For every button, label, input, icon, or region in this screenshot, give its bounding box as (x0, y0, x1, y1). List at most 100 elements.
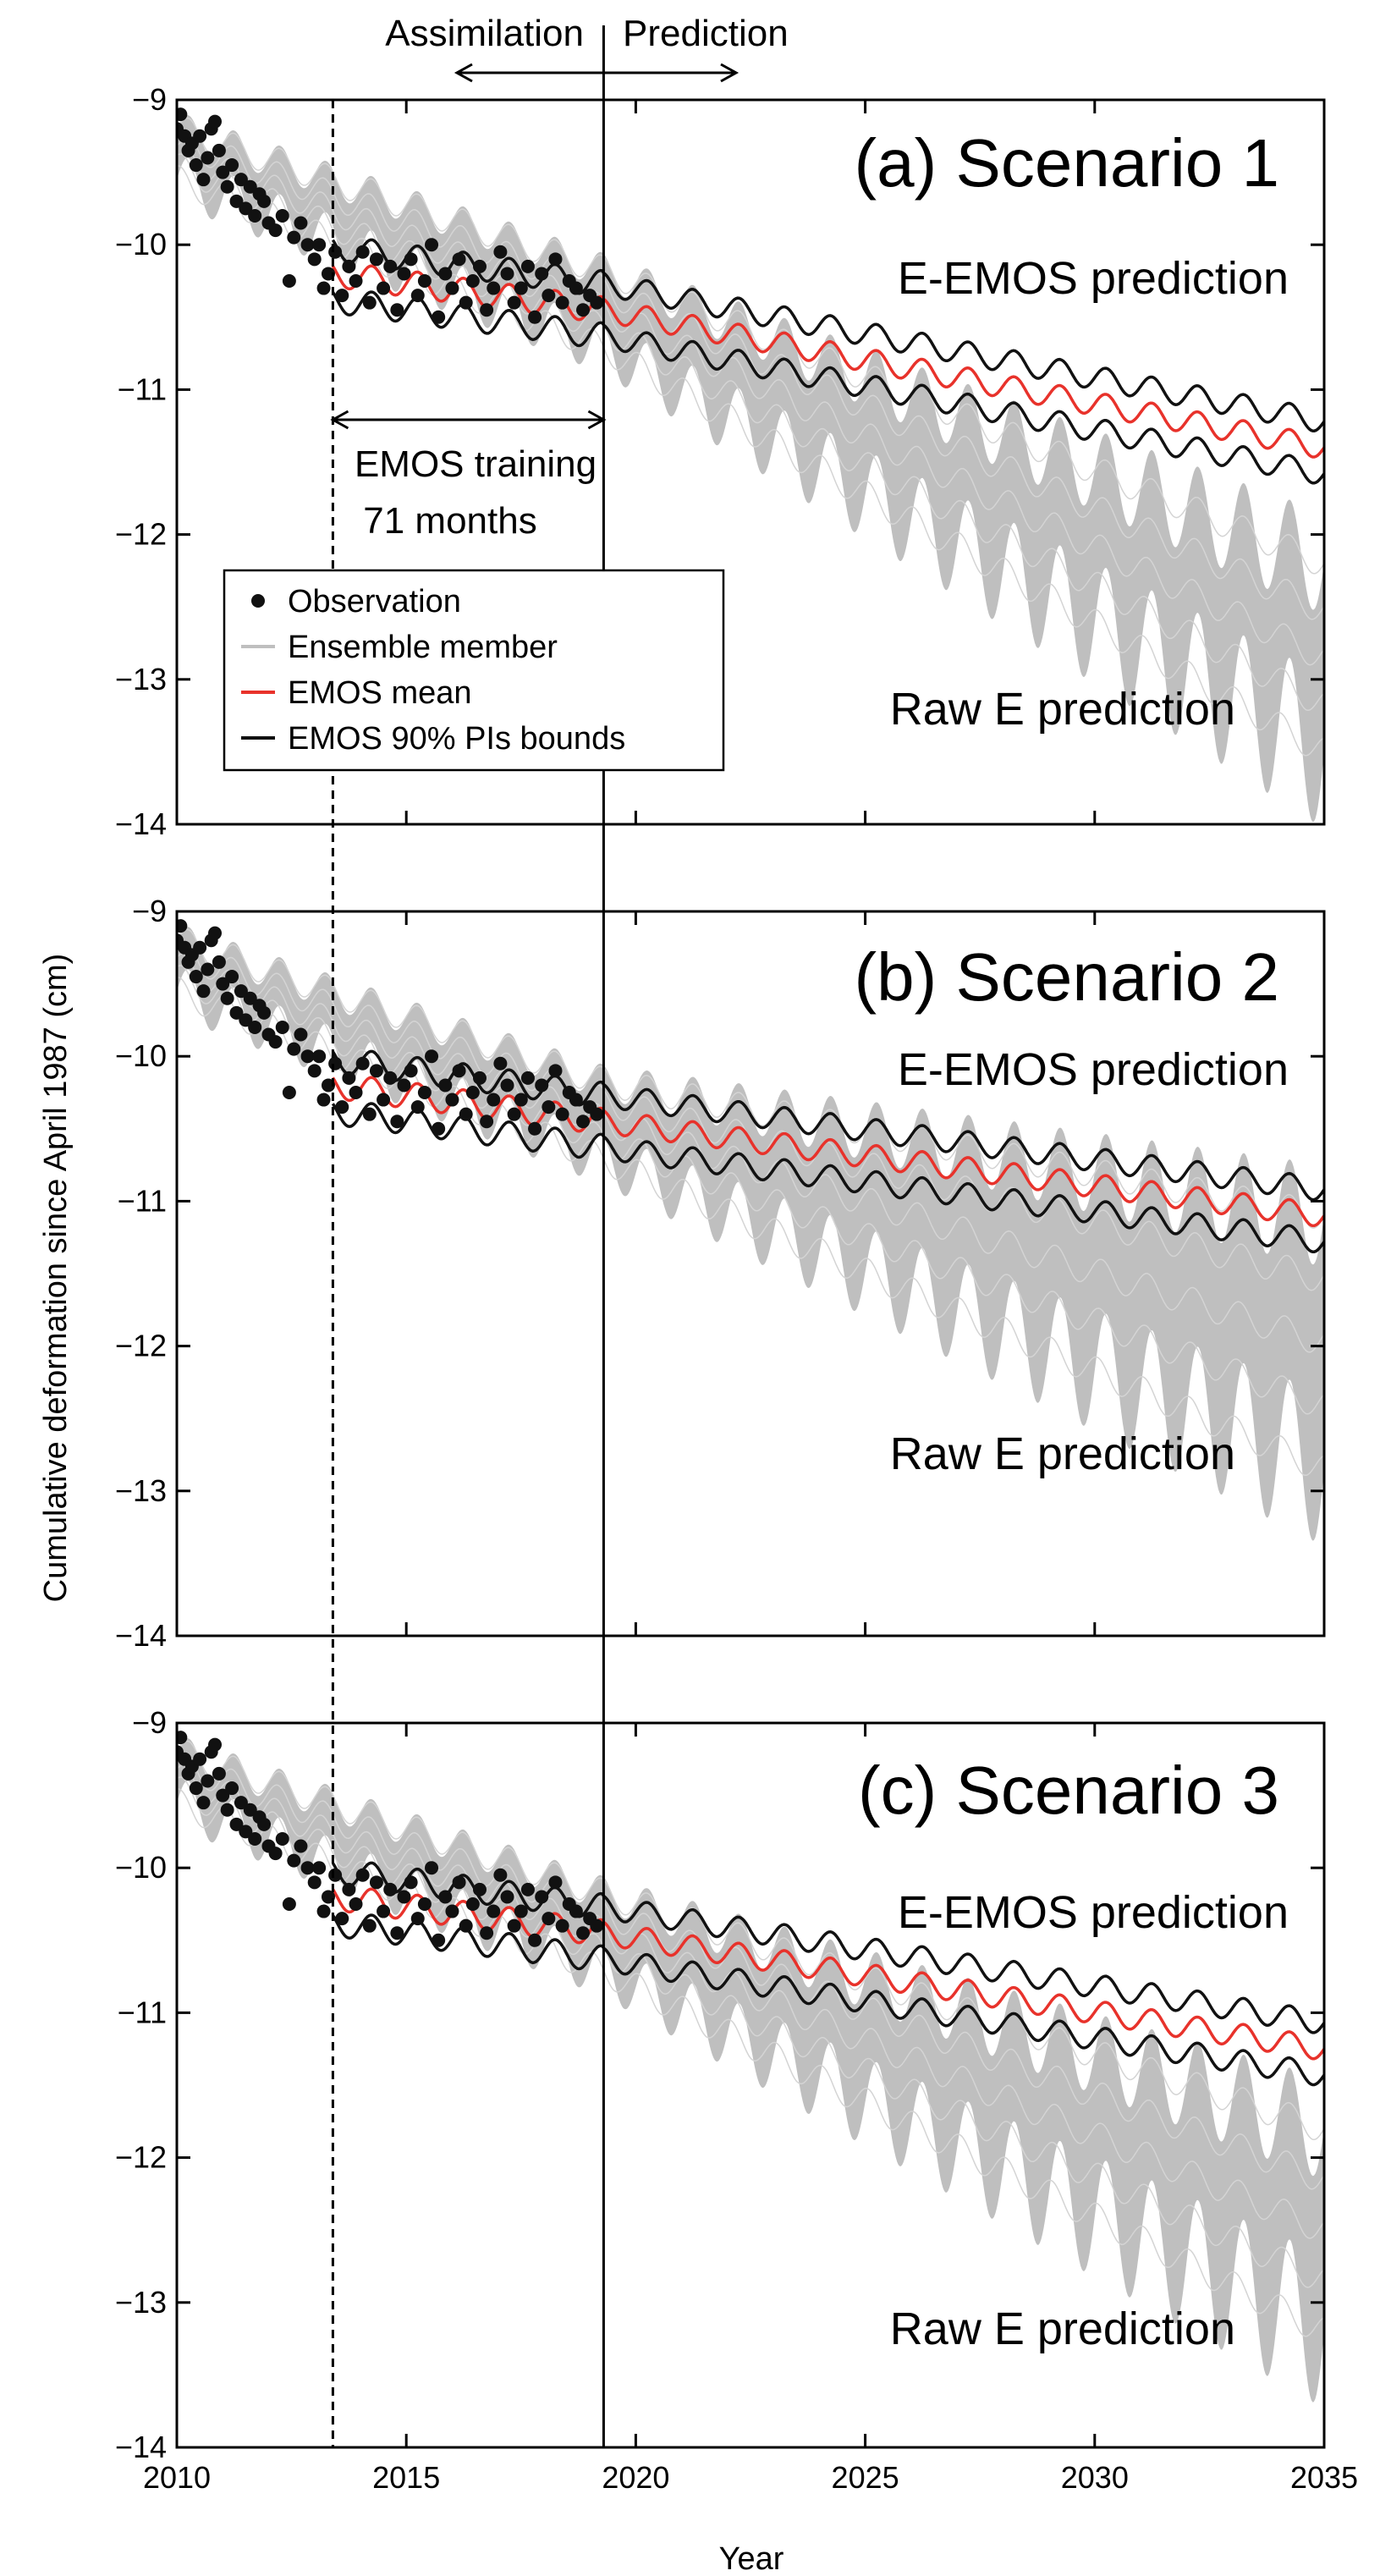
observation-point (472, 259, 487, 273)
observation-point (193, 1752, 207, 1766)
observation-point (555, 1107, 569, 1121)
emos-mean-line (331, 1887, 1324, 2061)
observation-point (307, 252, 322, 267)
observation-point (417, 274, 432, 288)
observation-point (425, 238, 439, 252)
observation-point (590, 295, 604, 310)
observation-point (576, 1115, 591, 1129)
observation-point (576, 303, 591, 317)
observation-point (377, 281, 391, 295)
observation-point (234, 173, 248, 187)
x-tick-label: 2030 (1061, 2460, 1129, 2495)
observation-point (445, 1093, 459, 1107)
observation-point (397, 267, 411, 281)
observation-point (216, 977, 230, 991)
observation-point (328, 1868, 343, 1882)
observation-point (397, 1078, 411, 1093)
observation-point (369, 1875, 383, 1890)
emos-mean-line (331, 1076, 1324, 1228)
observation-point (362, 1918, 377, 1933)
observation-point (472, 1882, 487, 1896)
observation-point (328, 245, 343, 259)
observation-point (590, 1107, 604, 1121)
observation-point (257, 1817, 272, 1831)
y-tick-label: −14 (115, 1618, 167, 1653)
ensemble-member-line (177, 1764, 1324, 2239)
ensemble-member-line (177, 1740, 1324, 2141)
observation-point (535, 1078, 549, 1093)
observation-point (248, 1831, 262, 1846)
observation-point (294, 1839, 308, 1853)
observation-point (225, 158, 239, 173)
ensemble-member-line (177, 141, 1324, 666)
observation-point (425, 1861, 439, 1875)
observation-point (212, 143, 226, 157)
observation-point (229, 1005, 244, 1020)
observation-point (362, 1107, 377, 1121)
emos-upper-bound-line (331, 1049, 1324, 1202)
plot-frame (175, 1721, 1326, 2449)
ensemble-member-line (177, 1752, 1324, 2190)
observation-point (465, 274, 480, 288)
observation-point (193, 129, 207, 143)
observation-point (243, 1803, 257, 1817)
observation-point (316, 1093, 331, 1107)
emos-training-arrow (330, 410, 607, 430)
observation-point (432, 1121, 446, 1136)
x-tick-label: 2020 (602, 2460, 669, 2495)
observation-point (452, 252, 466, 267)
observation-point (212, 955, 226, 969)
observation-point (417, 1086, 432, 1099)
ensemble-band (177, 1738, 1324, 2403)
y-tick-label: −13 (115, 2285, 167, 2320)
y-tick-label: −11 (118, 1183, 167, 1218)
observation-point (377, 1093, 391, 1107)
observation-point (335, 1100, 349, 1115)
plot-frame (175, 910, 1326, 1638)
emos-training-label: EMOS training (355, 443, 597, 485)
y-tick-label: −13 (115, 662, 167, 696)
emos-lower-bound-line (331, 290, 1324, 485)
panel-3: −14 −13 −12 −11 −10 −9 2010 2015 2020 2025 2030 203… (115, 1705, 1358, 2495)
emos-upper-bound-line (331, 238, 1324, 432)
x-tick-label: 2025 (832, 2460, 899, 2495)
observation-point (493, 1056, 508, 1071)
observation-point (487, 1904, 501, 1918)
observation-point (275, 1020, 289, 1034)
observation-point (196, 984, 211, 999)
observation-point (410, 1912, 425, 1926)
observation-point (355, 1056, 370, 1071)
observation-point (248, 1020, 262, 1034)
observation-point (542, 1912, 556, 1926)
observation-point (342, 259, 356, 273)
observation-point (438, 1078, 453, 1093)
x-axis-label: Year (719, 2541, 784, 2576)
observation-point (300, 238, 315, 252)
panel-2: −14 −13 −12 −11 −10 −9 (b) Scenario 2 E-EMOS pr… (115, 894, 1326, 1653)
observation-point (390, 1926, 404, 1940)
observation-point (300, 1861, 315, 1875)
observation-point (287, 230, 301, 245)
observation-point (268, 1035, 283, 1049)
legend-emos-mean: EMOS mean (288, 675, 472, 711)
observation-point (312, 1861, 327, 1875)
observation-point (569, 1093, 583, 1107)
assim-pred-arrow (454, 63, 739, 83)
observation-point (480, 303, 494, 317)
observation-point (548, 1875, 563, 1890)
observation-point (287, 1042, 301, 1056)
observation-point (208, 114, 223, 129)
observation-point (465, 1897, 480, 1911)
observation-point (487, 1093, 501, 1107)
observation-point (257, 194, 272, 208)
observation-point (243, 991, 257, 1005)
eemos-prediction-label: E-EMOS prediction (898, 1887, 1289, 1938)
observation-point (201, 151, 215, 165)
observation-point (307, 1064, 322, 1078)
observation-point (257, 1005, 272, 1020)
observation-point (316, 1904, 331, 1918)
observation-point (383, 1071, 398, 1085)
observation-point (390, 303, 404, 317)
observation-point (472, 1071, 487, 1085)
